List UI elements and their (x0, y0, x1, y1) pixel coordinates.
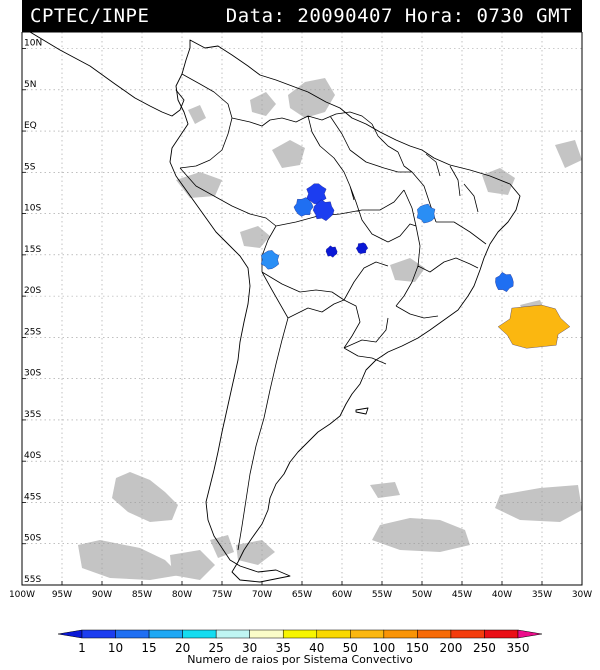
convective-system (497, 304, 571, 349)
legend-tick-label: 15 (141, 641, 156, 654)
cloud-far-south (170, 550, 215, 580)
lon-label: 40W (492, 590, 512, 600)
land-outlines (29, 32, 521, 583)
legend-tick-label: 10 (108, 641, 123, 654)
legend-tick-label: 250 (473, 641, 496, 654)
convective-system (495, 272, 514, 292)
legend-swatch (182, 629, 217, 639)
legend-tick-label: 20 (175, 641, 190, 654)
map-frame (21, 32, 583, 586)
lon-label: 100W (9, 590, 35, 600)
legend-swatch (316, 629, 351, 639)
lon-label: 80W (172, 590, 192, 600)
map-axes: 10N 5N EQ 5S 10S 15S 20S 25S 30S 35S 40S 45S 50S 55S 1… (9, 39, 592, 600)
lon-label: 65W (292, 590, 312, 600)
lon-label: 85W (132, 590, 152, 600)
legend-swatch (282, 629, 318, 639)
legend-swatch (115, 629, 150, 639)
convective-system (325, 245, 338, 258)
cloud-atlantic-east (495, 485, 582, 522)
lat-label: 10S (24, 204, 41, 214)
legend-swatch (383, 629, 418, 639)
legend-swatch (484, 629, 519, 639)
central-america (29, 32, 185, 117)
lon-label: 35W (532, 590, 552, 600)
legend-tick-label: 150 (406, 641, 429, 654)
lat-label: 10N (24, 39, 42, 49)
lat-label: 45S (24, 492, 41, 502)
cloud-bolivia (240, 226, 270, 248)
legend-arrow-low (57, 629, 83, 639)
title-bar: CPTEC/INPE Data: 20090407 Hora: 0730 GMT (22, 0, 582, 32)
cloud-atlantic-south (372, 518, 470, 552)
legend-swatch (148, 629, 183, 639)
lightning-map: 10N 5N EQ 5S 10S 15S 20S 25S 30S 35S 40S 45S 50S 55S 1… (9, 32, 592, 600)
legend-tick-label: 100 (372, 641, 395, 654)
flash-count-legend: 1 10 15 20 25 30 35 40 50 100 150 200 250 350 (57, 629, 543, 654)
legend-tick-label: 40 (309, 641, 324, 654)
lon-label: 70W (252, 590, 272, 600)
lon-label: 90W (92, 590, 112, 600)
legend-swatch (249, 629, 284, 639)
convective-system (355, 242, 369, 254)
legend-tick-label: 30 (242, 641, 257, 654)
lat-label: EQ (24, 121, 37, 131)
source-label: CPTEC/INPE (30, 5, 150, 27)
legend-color-bar (57, 629, 543, 639)
convective-system (293, 197, 314, 217)
legend-tick-label: 25 (209, 641, 224, 654)
cloud-pacific-south (78, 540, 180, 580)
lat-label: 50S (24, 534, 41, 544)
cloud-brazil-interior (390, 258, 425, 282)
lon-label: 50W (412, 590, 432, 600)
lon-label: 30W (572, 590, 592, 600)
legend-tick-label: 200 (439, 641, 462, 654)
lat-label: 35S (24, 410, 41, 420)
lat-label: 30S (24, 369, 41, 379)
cloud-northeast (482, 168, 515, 195)
convective-systems (260, 183, 571, 349)
cloud-amazon-north (288, 78, 335, 118)
datetime-label: Data: 20090407 Hora: 0730 GMT (225, 5, 572, 27)
country-borders (179, 73, 487, 551)
convective-system (416, 203, 436, 224)
cloud-patagonia-east (236, 540, 275, 565)
south-america-coastline (169, 39, 521, 583)
lagoon (355, 407, 369, 415)
legend-swatch (350, 629, 385, 639)
legend-swatch (450, 629, 485, 639)
legend-swatch (215, 629, 250, 639)
cloud-south-atlantic (370, 482, 400, 498)
legend-caption: Numero de raios por Sistema Convectivo (187, 653, 413, 666)
cloud-east-atlantic (555, 140, 582, 168)
lat-label: 25S (24, 327, 41, 337)
legend-arrow-high (517, 629, 543, 639)
lat-label: 20S (24, 286, 41, 296)
legend-tick-label: 1 (78, 641, 86, 654)
legend-tick-label: 35 (276, 641, 291, 654)
lat-label: 5N (24, 80, 36, 90)
convective-system (260, 250, 280, 270)
cloud-amazon-central (272, 140, 305, 168)
lat-label: 15S (24, 245, 41, 255)
legend-swatch (81, 629, 116, 639)
lon-label: 45W (452, 590, 472, 600)
cloud-caribbean (188, 105, 206, 124)
lat-label: 55S (24, 575, 41, 585)
legend-tick-label: 50 (343, 641, 358, 654)
lon-label: 95W (52, 590, 72, 600)
lat-label: 40S (24, 451, 41, 461)
legend-swatch (417, 629, 452, 639)
lon-label: 75W (212, 590, 232, 600)
legend-tick-label: 350 (507, 641, 530, 654)
cloud-andes-south (112, 472, 178, 522)
legend-tick-labels: 1 10 15 20 25 30 35 40 50 100 150 200 250 350 (78, 641, 529, 654)
lon-label: 55W (372, 590, 392, 600)
lat-label: 5S (24, 162, 36, 172)
lon-label: 60W (332, 590, 352, 600)
cloud-guiana (250, 92, 276, 116)
convective-system (312, 199, 335, 221)
